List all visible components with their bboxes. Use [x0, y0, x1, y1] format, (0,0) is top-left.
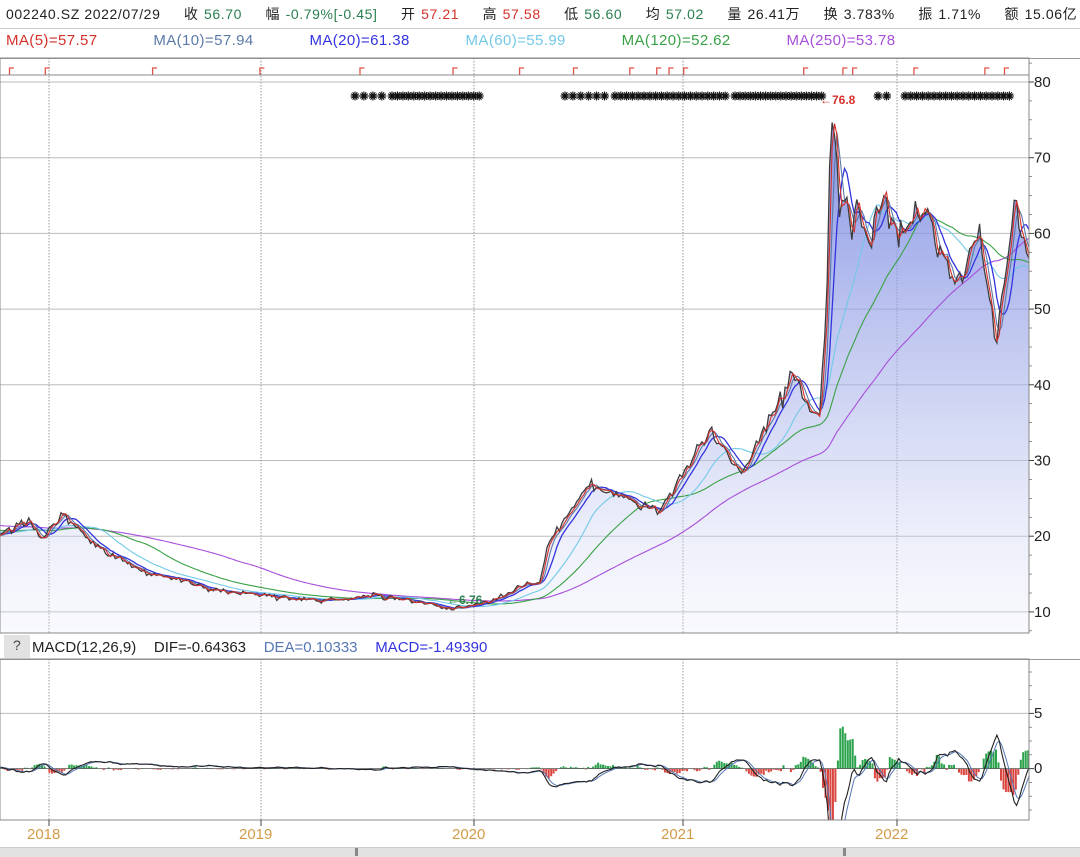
svg-text:2019: 2019 — [239, 826, 272, 843]
svg-text:2018: 2018 — [27, 826, 60, 843]
svg-text:2021: 2021 — [661, 826, 694, 843]
svg-text:2022: 2022 — [875, 826, 908, 843]
svg-text:0: 0 — [1034, 760, 1042, 777]
svg-text:2020: 2020 — [452, 826, 485, 843]
svg-text:5: 5 — [1034, 705, 1042, 722]
